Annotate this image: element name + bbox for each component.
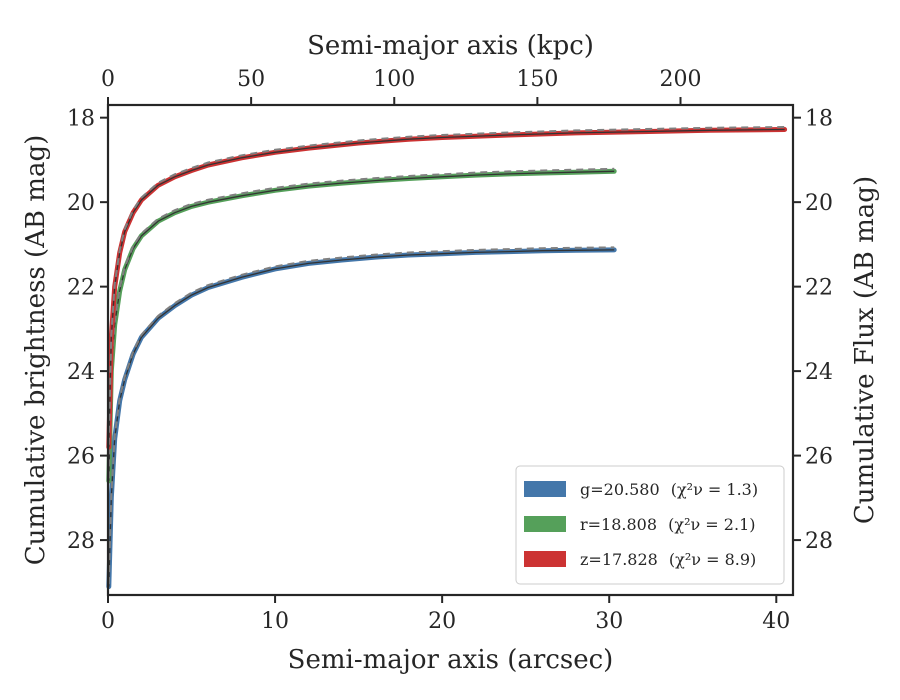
legend-swatch-r bbox=[524, 516, 566, 532]
legend-label-g: g=20.580 (χ²ν = 1.3) bbox=[580, 480, 758, 499]
legend-label-z: z=17.828 (χ²ν = 8.9) bbox=[580, 550, 756, 569]
y-tick-label: 20 bbox=[67, 191, 95, 216]
series-model-z bbox=[107, 126, 785, 445]
y-tick-label: 22 bbox=[67, 276, 95, 301]
y-tick-label: 26 bbox=[67, 445, 95, 470]
right-y-tick-label: 26 bbox=[805, 445, 833, 470]
series-layer bbox=[106, 126, 788, 590]
series-core-r bbox=[108, 170, 615, 481]
y-tick-label: 24 bbox=[67, 360, 95, 385]
x-tick-label: 10 bbox=[261, 609, 289, 634]
top-x-tick-label: 100 bbox=[373, 67, 415, 92]
top-x-axis-label: Semi-major axis (kpc) bbox=[307, 31, 594, 61]
legend-series-name-z: z=17.828 bbox=[580, 550, 658, 569]
top-x-tick-label: 150 bbox=[516, 67, 558, 92]
top-x-tick-label: 200 bbox=[660, 67, 702, 92]
series-line-r bbox=[106, 168, 617, 484]
y-tick-label: 28 bbox=[67, 529, 95, 554]
top-x-tick-label: 0 bbox=[101, 67, 115, 92]
series-model-g bbox=[107, 246, 615, 585]
legend-chi-z: (χ²ν = 8.9) bbox=[669, 550, 756, 569]
ticks-layer: 0 10 20 30 40 0 50 100 150 200 18 20 22 24 26 28 18 20 22 2… bbox=[67, 67, 833, 634]
right-y-tick-label: 28 bbox=[805, 529, 833, 554]
right-y-tick-label: 22 bbox=[805, 276, 833, 301]
legend-label-r: r=18.808 (χ²ν = 2.1) bbox=[580, 515, 755, 534]
y-axis-label: Cumulative brightness (AB mag) bbox=[21, 135, 51, 566]
legend-swatch-g bbox=[524, 481, 566, 497]
right-y-axis-label: Cumulative Flux (AB mag) bbox=[850, 176, 880, 524]
x-tick-label: 30 bbox=[595, 609, 623, 634]
series-model-r bbox=[107, 167, 615, 479]
legend-chi-r: (χ²ν = 2.1) bbox=[668, 515, 755, 534]
legend-chi-g: (χ²ν = 1.3) bbox=[671, 480, 758, 499]
legend: g=20.580 (χ²ν = 1.3) r=18.808 (χ²ν = 2.1… bbox=[515, 465, 785, 585]
top-x-tick-label: 50 bbox=[237, 67, 265, 92]
y-tick-label: 18 bbox=[67, 107, 95, 132]
legend-box bbox=[515, 465, 785, 585]
right-y-tick-label: 18 bbox=[805, 107, 833, 132]
x-tick-label: 20 bbox=[428, 609, 456, 634]
legend-swatch-z bbox=[524, 551, 566, 567]
legend-series-name-r: r=18.808 bbox=[580, 515, 657, 534]
right-y-tick-label: 24 bbox=[805, 360, 833, 385]
x-tick-label: 40 bbox=[762, 609, 790, 634]
right-y-tick-label: 20 bbox=[805, 191, 833, 216]
x-tick-label: 0 bbox=[101, 609, 115, 634]
legend-series-name-g: g=20.580 bbox=[580, 480, 660, 499]
plot-frame bbox=[106, 103, 795, 597]
x-axis-label: Semi-major axis (arcsec) bbox=[288, 645, 614, 675]
series-core-z bbox=[108, 128, 785, 448]
